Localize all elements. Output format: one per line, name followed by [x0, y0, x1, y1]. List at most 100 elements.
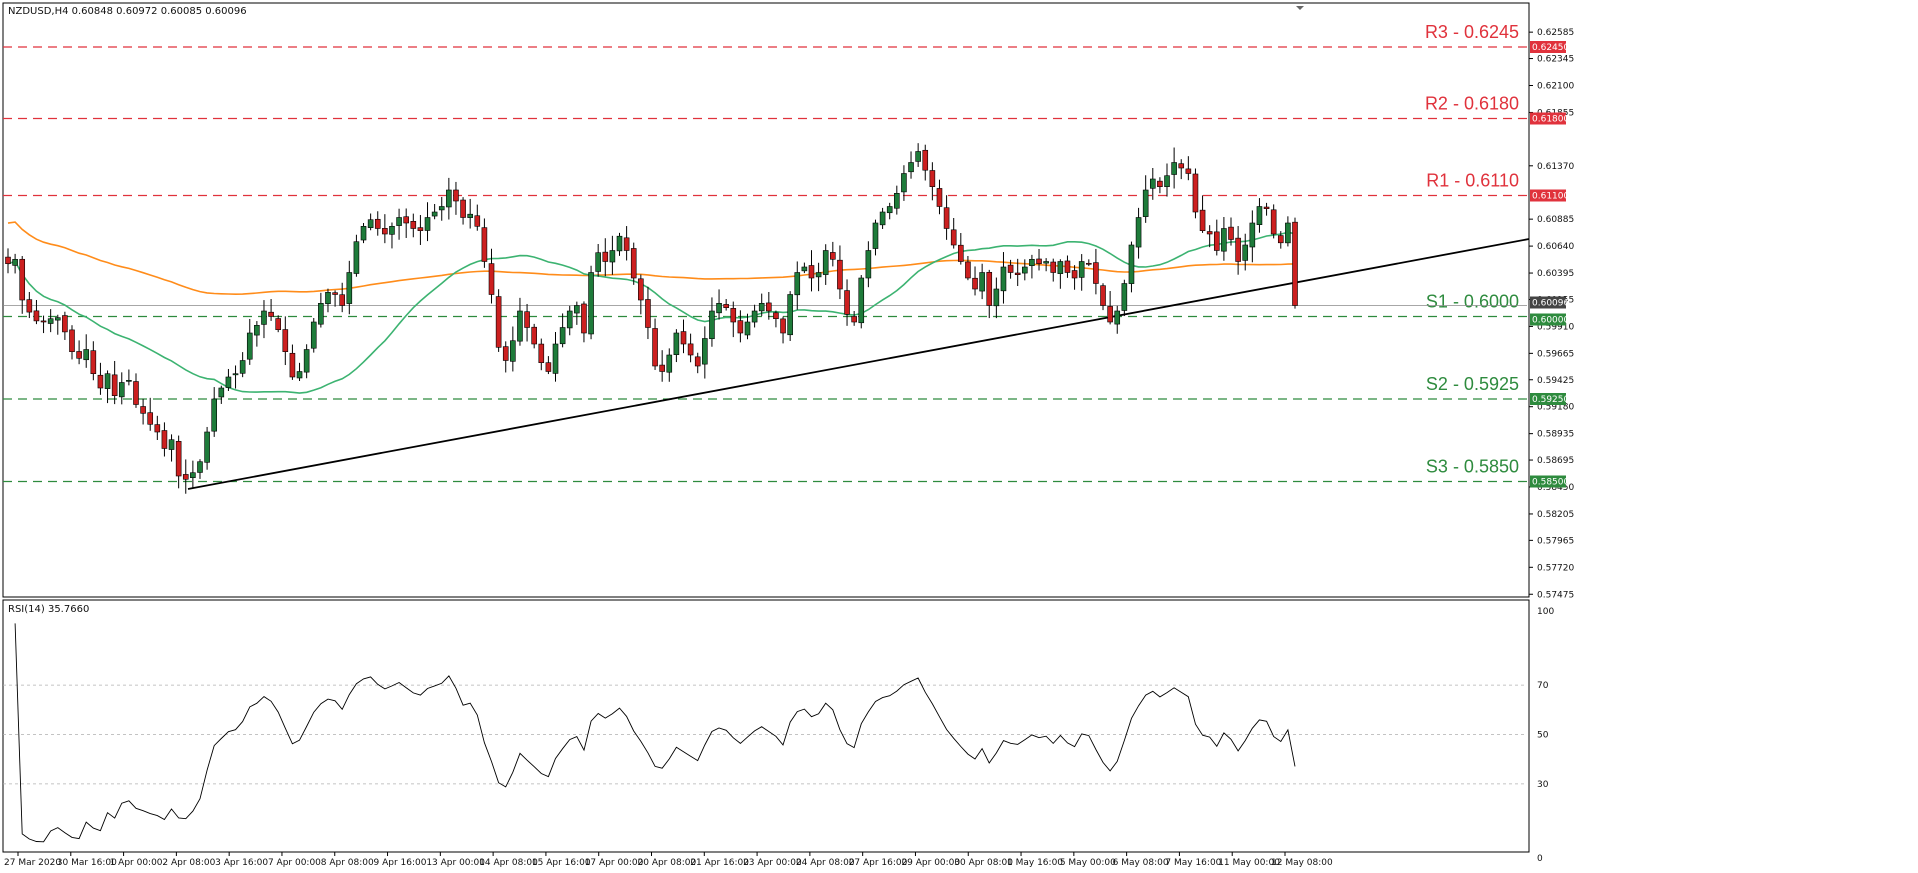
candle-body — [453, 189, 459, 202]
candle-body — [645, 299, 651, 328]
x-tick-label: 13 Apr 00:00 — [426, 858, 485, 868]
candle-body — [1014, 272, 1021, 276]
level-label: S2 - 0.5925 — [1426, 374, 1519, 394]
candle-body — [1249, 222, 1256, 248]
candle-body — [965, 261, 971, 279]
candle-body — [282, 329, 289, 353]
candle-body — [979, 272, 985, 292]
candle-body — [154, 424, 161, 433]
price-tag-label: 0.59250 — [1532, 395, 1569, 405]
candle-body — [993, 288, 1000, 307]
candle-body — [261, 310, 267, 325]
x-tick-label: 27 Apr 16:00 — [849, 858, 908, 868]
x-tick-label: 21 Apr 16:00 — [690, 858, 749, 868]
candle-body — [559, 327, 566, 345]
support-resistance-lines: R3 - 0.6245 R2 - 0.6180 R1 - 0.6110 S1 - 0.… — [3, 22, 1527, 483]
candle-body — [1050, 261, 1057, 273]
candle-body — [1292, 221, 1298, 306]
candle-body — [929, 170, 936, 188]
candle-body — [303, 349, 310, 373]
candle-body — [936, 188, 943, 207]
price-tag-box — [1530, 112, 1566, 125]
x-tick-label: 12 May 08:00 — [1271, 858, 1333, 868]
price-tag-box — [1530, 189, 1566, 202]
price-tag-label: 0.58500 — [1532, 478, 1569, 488]
candle-body — [1000, 266, 1007, 292]
x-tick-label: 7 Apr 00:00 — [268, 858, 321, 868]
candle-body — [310, 321, 317, 349]
candle-body — [1078, 261, 1085, 278]
y-tick-label: 0.62345 — [1537, 55, 1574, 65]
candle-body — [62, 315, 68, 333]
y-tick-label: 0.60640 — [1537, 242, 1574, 252]
candle-body — [1142, 189, 1149, 217]
candle-body — [780, 318, 786, 334]
price-tag-label: 0.62450 — [1532, 43, 1569, 53]
x-tick-label: 1 May 16:00 — [1007, 858, 1063, 868]
candle-body — [858, 277, 865, 324]
candle-body — [815, 272, 822, 278]
candle-body — [595, 252, 601, 272]
candle-body — [318, 302, 324, 325]
y-tick-label: 0.57475 — [1537, 590, 1574, 600]
y-tick-label: 0.62585 — [1537, 28, 1574, 38]
x-tick-label: 30 Mar 16:00 — [57, 858, 117, 868]
candle-body — [268, 311, 274, 317]
y-tick-label: 0.58695 — [1537, 456, 1574, 466]
candle-body — [97, 374, 104, 389]
price-tag-box — [1530, 296, 1566, 309]
chart-header: NZDUSD,H4 0.60848 0.60972 0.60085 0.6009… — [8, 6, 247, 17]
candle-body — [630, 248, 637, 279]
y-tick-label: 0.58935 — [1537, 430, 1574, 440]
candle-body — [360, 226, 367, 241]
rsi-tick-label: 0 — [1537, 854, 1543, 864]
x-tick-label: 3 Apr 16:00 — [215, 858, 268, 868]
candle-body — [47, 318, 54, 324]
price-tag-label: 0.60000 — [1532, 316, 1569, 326]
candle-body — [894, 193, 900, 209]
candle-body — [830, 252, 836, 260]
candle-body — [182, 474, 189, 480]
candle-body — [33, 310, 40, 322]
candle-body — [687, 343, 694, 356]
candle-body — [958, 244, 964, 262]
chart-shift-marker-icon[interactable] — [1296, 6, 1304, 10]
level-label: S3 - 0.5850 — [1426, 457, 1519, 477]
candle-body — [673, 332, 680, 356]
level-label: R2 - 0.6180 — [1425, 94, 1519, 114]
candle-body — [908, 162, 914, 173]
candle-body — [773, 312, 779, 320]
candle-body — [332, 292, 338, 295]
rsi-panel: 100 70 50 30 0 — [3, 607, 1554, 864]
candle-body — [1121, 283, 1128, 311]
price-tag-box — [1530, 475, 1566, 488]
candle-body — [353, 241, 360, 274]
candle-body — [879, 211, 886, 226]
y-tick-label: 0.59425 — [1537, 376, 1574, 386]
candle-body — [1221, 228, 1227, 252]
price-tag-label: 0.61100 — [1532, 192, 1569, 202]
candle-body — [1100, 285, 1106, 306]
candle-body — [204, 431, 210, 463]
candle-body — [524, 311, 530, 328]
candle-body — [147, 412, 154, 425]
rsi-tick-label: 30 — [1537, 780, 1549, 790]
candle-body — [133, 381, 139, 405]
candle-body — [69, 329, 75, 353]
y-tick-label: 0.57720 — [1537, 563, 1574, 573]
candle-body — [545, 362, 552, 372]
candle-body — [1022, 266, 1028, 274]
y-tick-label: 0.58205 — [1537, 510, 1574, 520]
candle-body — [246, 332, 253, 360]
candle-body — [232, 373, 239, 376]
candle-body — [140, 406, 146, 414]
candle-body — [495, 296, 502, 348]
candle-body — [680, 331, 687, 345]
x-tick-label: 20 Apr 08:00 — [638, 858, 697, 868]
candle-body — [1157, 180, 1163, 187]
candle-body — [837, 259, 843, 290]
candle-body — [1199, 209, 1206, 231]
candle-body — [1228, 226, 1234, 240]
